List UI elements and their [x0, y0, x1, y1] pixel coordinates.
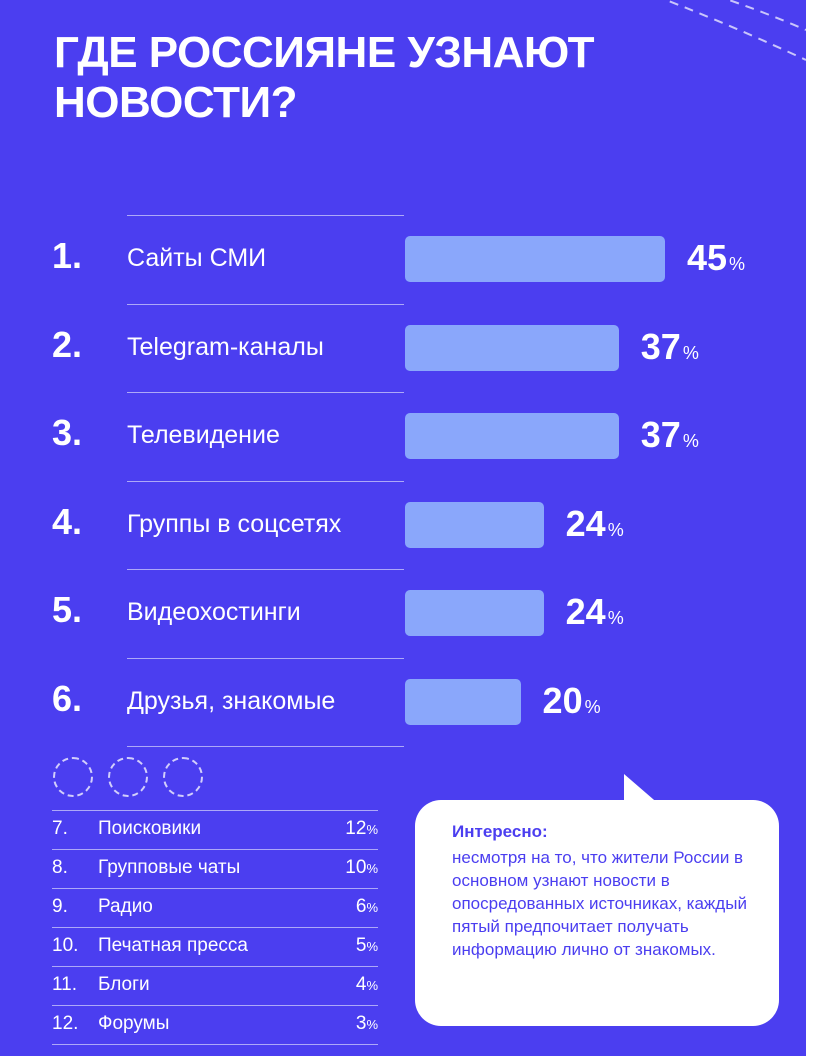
chart-value-label: 37%: [641, 326, 699, 368]
chart-row-divider: [127, 746, 404, 747]
chart-value-label: 45%: [687, 237, 745, 279]
chart-value-label: 24%: [566, 503, 624, 545]
callout-text: несмотря на то, что жители России в осно…: [452, 848, 747, 959]
chart-rank: 4.: [52, 500, 83, 542]
chart-value-label: 20%: [543, 680, 601, 722]
chart-value-label: 37%: [641, 414, 699, 456]
chart-value-number: 37: [640, 414, 681, 456]
list-item-value: 4%: [356, 974, 378, 996]
chart-value-unit: %: [682, 431, 699, 452]
chart-value-unit: %: [607, 608, 624, 629]
chart-value-number: 37: [640, 325, 681, 367]
chart-bar: [405, 236, 665, 283]
chart-row-divider: [127, 480, 404, 482]
chart-value-unit: %: [682, 342, 699, 363]
dashed-arc-decoration: [663, 0, 806, 61]
list-item-value-number: 4: [355, 974, 367, 995]
chart-rank: 1.: [52, 235, 83, 277]
list-divider: [52, 966, 378, 967]
list-item-label: Блоги: [98, 974, 150, 995]
chart-category-label: Сайты СМИ: [127, 244, 267, 273]
page-margin: [806, 0, 828, 1056]
chart-category-label: Telegram-каналы: [127, 332, 324, 361]
chart-rank: 6.: [52, 677, 83, 719]
chart-value-unit: %: [584, 696, 601, 717]
chart-value-number: 24: [565, 591, 606, 633]
chart-category-label: Друзья, знакомые: [127, 686, 336, 715]
list-divider: [52, 810, 378, 811]
list-item-label: Групповые чаты: [98, 857, 241, 878]
list-item-value-number: 12: [345, 818, 367, 839]
infographic-card: ГДЕ РОССИЯНЕ УЗНАЮТ НОВОСТИ? 1. Сайты СМИ…: [0, 0, 806, 1056]
list-divider: [52, 849, 378, 850]
chart-row-divider: [127, 392, 404, 393]
chart-row-divider: [127, 303, 404, 305]
list-item-value-unit: %: [366, 861, 378, 876]
list-item-value: 12%: [345, 818, 378, 840]
chart-value-number: 20: [542, 679, 583, 721]
chart-category-label: Телевидение: [127, 421, 280, 450]
list-item: 11. Блоги 4%: [52, 966, 378, 1004]
list-item-value-number: 10: [345, 857, 367, 878]
list-item-value-unit: %: [366, 1017, 378, 1032]
chart-bar: [405, 324, 619, 371]
chart-value-unit: %: [607, 519, 624, 540]
dashed-circle-icon: [53, 757, 93, 797]
callout-bubble: Интересно: несмотря на то, что жители Ро…: [415, 800, 779, 1026]
list-item-value-unit: %: [366, 978, 378, 993]
chart-bar: [405, 590, 544, 637]
chart-value-number: 45: [687, 237, 728, 279]
list-item-value: 5%: [356, 935, 378, 957]
list-item-rank: 11.: [52, 974, 78, 995]
list-item-label: Печатная пресса: [98, 935, 248, 956]
chart-value-number: 24: [565, 502, 606, 544]
callout-heading: Интересно:: [452, 822, 548, 841]
chart-value-unit: %: [729, 254, 746, 275]
list-item-label: Радио: [98, 896, 153, 917]
list-item-value: 10%: [345, 857, 378, 879]
list-item-value: 3%: [356, 1013, 378, 1035]
list-item: 7. Поисковики 12%: [52, 810, 378, 848]
list-item: 9. Радио 6%: [52, 888, 378, 926]
list-item: 12. Форумы 3%: [52, 1005, 378, 1043]
page-title: ГДЕ РОССИЯНЕ УЗНАЮТ НОВОСТИ?: [54, 28, 595, 127]
list-item-label: Поисковики: [98, 818, 202, 839]
chart-category-label: Группы в соцсетях: [127, 509, 342, 538]
list-item-value-unit: %: [366, 822, 378, 837]
chart-bar: [405, 413, 619, 460]
list-item-value-number: 3: [355, 1013, 367, 1034]
dashed-circle-icon: [108, 757, 148, 797]
list-item-rank: 10.: [52, 935, 79, 956]
dashed-circle-icon: [163, 757, 203, 797]
list-item-value-number: 5: [355, 935, 367, 956]
chart-rank: 3.: [52, 412, 83, 454]
list-item-rank: 8.: [52, 857, 68, 878]
list-item: 10. Печатная пресса 5%: [52, 927, 378, 965]
list-divider: [52, 888, 378, 889]
chart-category-label: Видеохостинги: [127, 598, 301, 627]
list-divider: [52, 1005, 378, 1006]
chart-row-divider: [127, 569, 404, 570]
list-divider: [52, 1044, 378, 1045]
list-item-value-unit: %: [366, 900, 378, 915]
list-item-value: 6%: [356, 896, 378, 918]
list-item-rank: 12.: [52, 1013, 79, 1034]
list-item-label: Форумы: [98, 1013, 170, 1034]
chart-row-divider: [127, 657, 404, 659]
list-item-rank: 9.: [52, 896, 68, 917]
list-divider: [52, 927, 378, 928]
list-item-rank: 7.: [52, 818, 68, 839]
chart-row-divider: [127, 215, 404, 216]
list-item: 8. Групповые чаты 10%: [52, 849, 378, 887]
list-item-value-number: 6: [355, 896, 367, 917]
chart-bar: [405, 678, 521, 725]
chart-rank: 5.: [52, 589, 83, 631]
list-item-value-unit: %: [366, 939, 378, 954]
chart-value-label: 24%: [566, 591, 624, 633]
chart-rank: 2.: [52, 323, 83, 365]
chart-bar: [405, 501, 544, 548]
